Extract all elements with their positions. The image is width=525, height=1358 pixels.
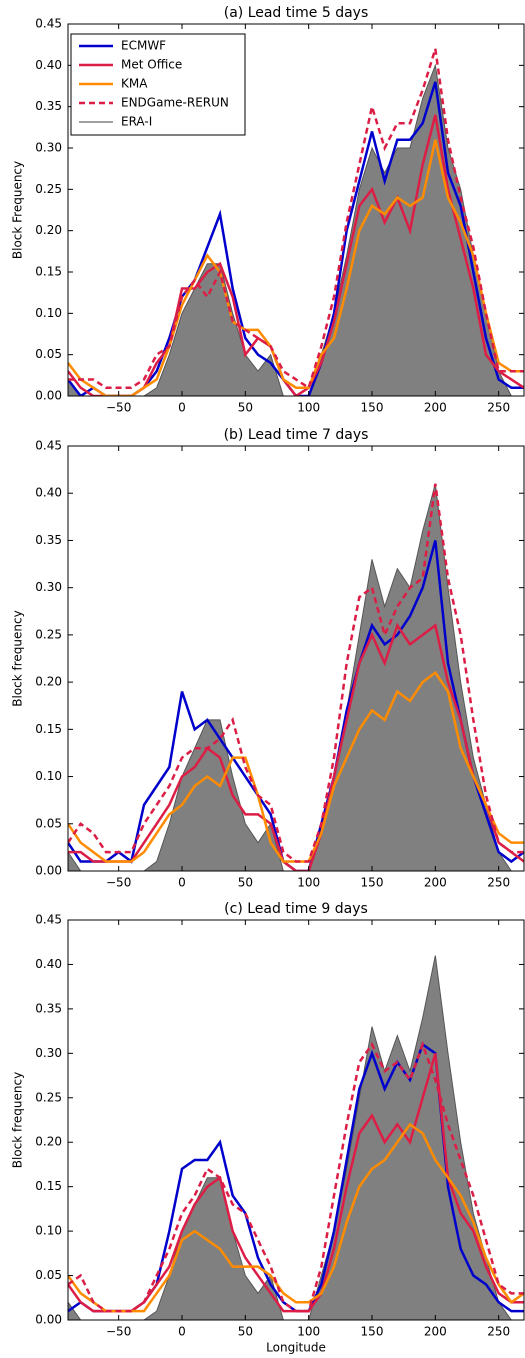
series-line xyxy=(68,540,524,871)
x-tick-label: 100 xyxy=(297,401,320,415)
y-tick-label: 0.45 xyxy=(35,17,62,31)
plot-area xyxy=(68,955,524,1320)
y-tick-label: 0.45 xyxy=(35,913,62,927)
panel: (a) Lead time 5 days Block Frequency 0.00 0… xyxy=(11,5,525,415)
plot-area xyxy=(68,483,524,871)
y-tick-label: 0.05 xyxy=(35,347,62,361)
reference-line xyxy=(68,63,524,396)
axes-frame xyxy=(67,919,525,1321)
y-axis-label: Block frequency xyxy=(11,1072,25,1168)
series-line xyxy=(68,483,524,863)
x-tick-label: 150 xyxy=(361,876,384,890)
y-tick-label: 0.30 xyxy=(35,580,62,594)
chart-title: (c) Lead time 9 days xyxy=(224,901,368,917)
panel: (b) Lead time 7 days Block frequency 0.00 0… xyxy=(11,427,525,890)
y-tick-label: 0.30 xyxy=(35,141,62,155)
chart-title: (b) Lead time 7 days xyxy=(224,427,369,443)
series-line xyxy=(68,1040,524,1313)
y-tick-label: 0.35 xyxy=(35,533,62,547)
area-fill xyxy=(68,955,524,1320)
y-tick-label: 0.35 xyxy=(35,1001,62,1015)
y-tick-label: 0.35 xyxy=(35,99,62,113)
legend-label: Met Office xyxy=(121,58,182,72)
x-tick-label: −50 xyxy=(106,876,131,890)
x-tick-label: 200 xyxy=(424,876,447,890)
y-tick-label: 0.10 xyxy=(35,1224,62,1238)
x-tick-label: 200 xyxy=(424,401,447,415)
legend-label: KMA xyxy=(121,77,148,91)
y-tick-label: 0.15 xyxy=(35,722,62,736)
y-tick-label: 0.10 xyxy=(35,769,62,783)
y-tick-label: 0.20 xyxy=(35,1135,62,1149)
x-tick-label: 0 xyxy=(178,876,186,890)
x-tick-label: −50 xyxy=(106,401,131,415)
y-tick-label: 0.20 xyxy=(35,675,62,689)
x-tick-label: 150 xyxy=(361,401,384,415)
legend-label: ECMWF xyxy=(121,39,166,53)
y-tick-label: 0.00 xyxy=(35,864,62,878)
y-tick-label: 0.00 xyxy=(35,389,62,403)
panel: (c) Lead time 9 days Block frequency Longi… xyxy=(11,901,525,1355)
x-tick-label: 200 xyxy=(424,1325,447,1339)
series-line xyxy=(68,1122,524,1313)
y-tick-label: 0.25 xyxy=(35,182,62,196)
series-line xyxy=(68,622,524,871)
y-axis-label: Block Frequency xyxy=(11,161,25,259)
y-tick-label: 0.30 xyxy=(35,1046,62,1060)
x-tick-label: 50 xyxy=(238,401,253,415)
axes-frame xyxy=(67,23,525,397)
area-fill xyxy=(68,483,524,871)
x-tick-label: 0 xyxy=(178,401,186,415)
series-line xyxy=(68,48,524,390)
reference-line xyxy=(68,955,524,1320)
y-tick-label: 0.40 xyxy=(35,957,62,971)
x-tick-label: 50 xyxy=(238,876,253,890)
y-tick-label: 0.25 xyxy=(35,1090,62,1104)
x-tick-label: 50 xyxy=(238,1325,253,1339)
y-tick-label: 0.05 xyxy=(35,1268,62,1282)
y-tick-label: 0.40 xyxy=(35,486,62,500)
x-tick-label: 100 xyxy=(297,1325,320,1339)
y-tick-label: 0.10 xyxy=(35,306,62,320)
y-tick-label: 0.00 xyxy=(35,1313,62,1327)
legend-label: ERA-I xyxy=(121,115,152,129)
legend-label: ENDGame-RERUN xyxy=(121,96,229,110)
y-tick-label: 0.25 xyxy=(35,627,62,641)
x-tick-label: 250 xyxy=(487,1325,510,1339)
x-tick-label: 0 xyxy=(178,1325,186,1339)
x-tick-label: 250 xyxy=(487,876,510,890)
x-tick-label: −50 xyxy=(106,1325,131,1339)
chart-title: (a) Lead time 5 days xyxy=(224,5,369,21)
x-tick-label: 250 xyxy=(487,401,510,415)
axes-frame xyxy=(67,445,525,872)
y-tick-label: 0.20 xyxy=(35,223,62,237)
y-axis-label: Block frequency xyxy=(11,610,25,706)
series-line xyxy=(68,139,524,396)
reference-line xyxy=(68,483,524,871)
y-tick-label: 0.05 xyxy=(35,816,62,830)
y-tick-label: 0.40 xyxy=(35,58,62,72)
y-tick-label: 0.15 xyxy=(35,1179,62,1193)
x-tick-label: 100 xyxy=(297,876,320,890)
x-tick-label: 150 xyxy=(361,1325,384,1339)
y-tick-label: 0.45 xyxy=(35,439,62,453)
y-tick-label: 0.15 xyxy=(35,265,62,279)
plot-area xyxy=(68,48,524,396)
x-axis-label: Longitude xyxy=(266,1341,326,1355)
